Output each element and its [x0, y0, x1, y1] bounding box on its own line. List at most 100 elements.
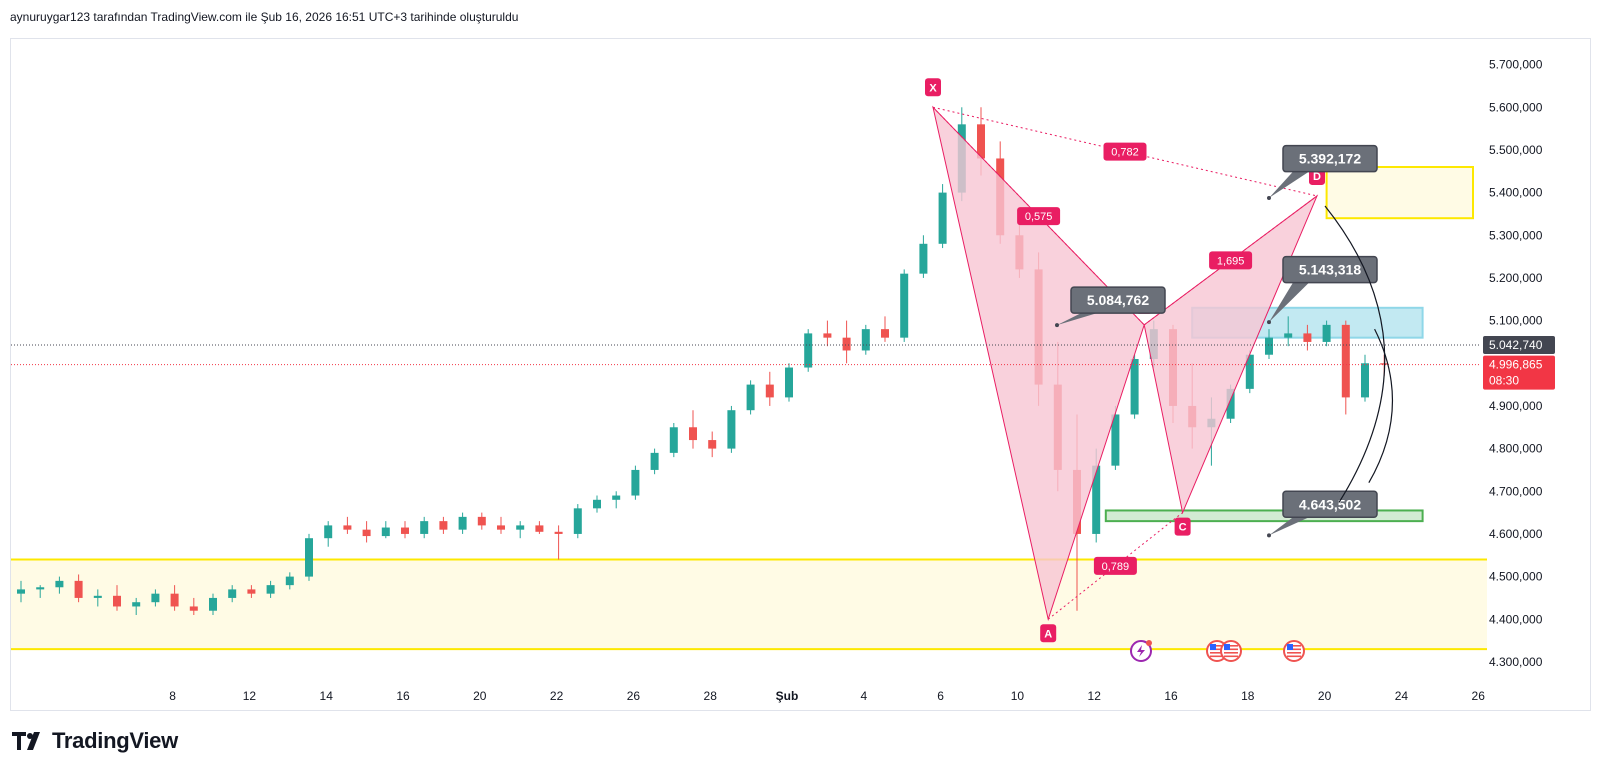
- axes-layer: 5.700,000 5.600,000 5.500,000 5.400,000 5.30…: [169, 58, 1555, 703]
- candle-body[interactable]: [842, 337, 851, 351]
- arc-outer[interactable]: [1324, 205, 1386, 503]
- flag-canton: [1287, 644, 1293, 650]
- zone-upper-yellow[interactable]: [1325, 166, 1474, 220]
- candle-body[interactable]: [324, 525, 333, 539]
- candle-body[interactable]: [669, 427, 678, 453]
- candle-body[interactable]: [247, 589, 256, 594]
- candle-body[interactable]: [746, 384, 755, 411]
- time-axis-label: 20: [473, 689, 487, 703]
- time-axis-label: 22: [550, 689, 564, 703]
- candle-body[interactable]: [919, 243, 928, 274]
- candle-body[interactable]: [650, 452, 659, 470]
- candle-body[interactable]: [554, 531, 563, 534]
- us-flag-icon[interactable]: [1220, 640, 1242, 662]
- price-callout[interactable]: 5.143,318: [1267, 255, 1378, 325]
- point-label-bg: [1174, 517, 1191, 536]
- candle-body[interactable]: [823, 333, 832, 338]
- price-callout[interactable]: 4.643,502: [1267, 490, 1378, 538]
- candle-body[interactable]: [708, 440, 717, 449]
- candle-body[interactable]: [689, 427, 697, 441]
- candle-body[interactable]: [1303, 333, 1312, 342]
- candle-body[interactable]: [631, 469, 640, 496]
- candle-body[interactable]: [1092, 465, 1101, 534]
- us-flag-icon[interactable]: [1283, 640, 1305, 662]
- tradingview-logo[interactable]: TradingView: [12, 728, 178, 754]
- point-label-bg: [1040, 624, 1057, 643]
- pattern-point-d: D: [1313, 171, 1321, 183]
- price-axis-label: 4.600,000: [1489, 527, 1543, 541]
- candle-body[interactable]: [93, 595, 102, 598]
- candle-body[interactable]: [362, 529, 371, 537]
- candle-body[interactable]: [17, 589, 25, 594]
- time-axis-label: 20: [1318, 689, 1332, 703]
- candle-body[interactable]: [573, 508, 582, 534]
- candle-body[interactable]: [1361, 363, 1369, 398]
- candle-body[interactable]: [1284, 333, 1293, 338]
- arc-inner[interactable]: [1368, 328, 1394, 484]
- candle-body[interactable]: [477, 516, 486, 526]
- candle-body[interactable]: [861, 329, 870, 351]
- candle-body[interactable]: [516, 525, 525, 530]
- candle-body[interactable]: [113, 595, 121, 607]
- candle-body[interactable]: [228, 589, 237, 598]
- time-axis-label: 4: [860, 689, 867, 703]
- price-lines-layer: [11, 344, 1479, 366]
- candle-body[interactable]: [1265, 337, 1273, 355]
- callout-pointer: [1269, 171, 1309, 198]
- candle-body[interactable]: [209, 597, 217, 611]
- candle-body[interactable]: [420, 521, 429, 534]
- candle-body[interactable]: [36, 587, 45, 590]
- time-axis-label: 6: [937, 689, 944, 703]
- price-callout[interactable]: 5.392,172: [1267, 144, 1378, 200]
- candle-body[interactable]: [785, 367, 793, 398]
- pattern-triangle-xab: [932, 105, 1145, 622]
- candle-body[interactable]: [401, 527, 409, 534]
- flag-stripe: [1287, 645, 1301, 647]
- candle-body[interactable]: [151, 593, 160, 603]
- candle-body[interactable]: [1322, 324, 1331, 342]
- candle-body[interactable]: [189, 606, 198, 611]
- chart-caption: aynuruygar123 tarafından TradingView.com…: [10, 10, 519, 24]
- candle-body[interactable]: [900, 273, 909, 338]
- candle-body[interactable]: [439, 521, 448, 530]
- candle-body[interactable]: [1226, 388, 1235, 419]
- candle-body[interactable]: [1111, 414, 1120, 466]
- flash-icon[interactable]: [1130, 640, 1152, 662]
- price-axis-label: 4.800,000: [1489, 442, 1543, 456]
- callout-box: [1282, 144, 1378, 173]
- countdown-timer: 08:30: [1489, 374, 1519, 388]
- callout-text: 4.643,502: [1299, 496, 1361, 512]
- candle-body[interactable]: [266, 585, 275, 594]
- candle-body[interactable]: [381, 527, 390, 537]
- candle-body[interactable]: [593, 499, 601, 509]
- price-axis-label: 5.200,000: [1489, 271, 1543, 285]
- candle-body[interactable]: [1341, 324, 1350, 398]
- candle-body[interactable]: [55, 580, 64, 588]
- price-tag: [1483, 355, 1555, 390]
- candle-body[interactable]: [727, 410, 736, 449]
- candle-body[interactable]: [881, 329, 889, 338]
- candle-body[interactable]: [765, 384, 774, 398]
- candle-body[interactable]: [305, 538, 313, 577]
- price-axis-label: 5.500,000: [1489, 143, 1543, 157]
- candle-body[interactable]: [497, 525, 505, 530]
- candle-body[interactable]: [938, 192, 947, 244]
- candle-body[interactable]: [170, 593, 179, 607]
- price-callout[interactable]: 5.084,762: [1055, 286, 1166, 328]
- candle-body[interactable]: [285, 576, 294, 586]
- zone-green-box[interactable]: [1104, 509, 1424, 523]
- candle-body[interactable]: [804, 333, 813, 368]
- time-axis-label: 24: [1395, 689, 1409, 703]
- candle-body[interactable]: [343, 525, 352, 530]
- time-axis-label: Şub: [776, 689, 799, 703]
- candle-body[interactable]: [1245, 354, 1254, 389]
- candle-body[interactable]: [132, 602, 141, 607]
- candle-body[interactable]: [1130, 359, 1139, 415]
- candle-body[interactable]: [977, 124, 985, 159]
- candle-body[interactable]: [612, 495, 621, 500]
- candle-body[interactable]: [535, 525, 544, 532]
- candle-body[interactable]: [458, 516, 467, 530]
- candle-body[interactable]: [74, 580, 83, 598]
